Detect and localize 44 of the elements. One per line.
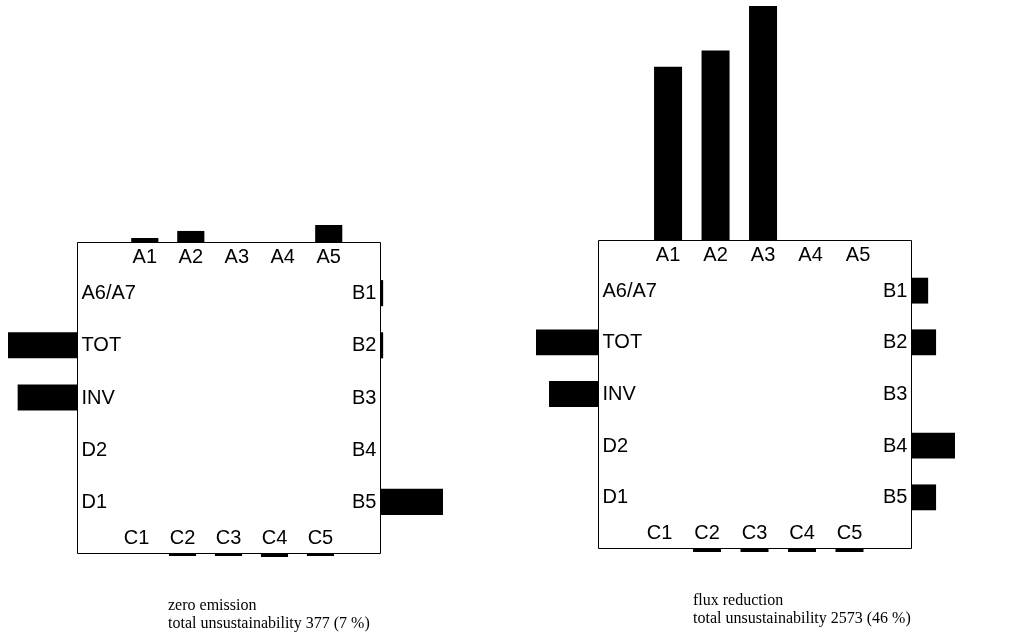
x-tick-label: C5 bbox=[307, 525, 334, 548]
y-tick-label: INV bbox=[602, 382, 637, 404]
x-tick-label: A3 bbox=[224, 244, 250, 267]
x-tick-label: C2 bbox=[169, 525, 196, 548]
y-tick-label: D2 bbox=[81, 437, 108, 460]
y-tick-label: B3 bbox=[883, 382, 908, 404]
x-tick-label: C1 bbox=[646, 520, 673, 543]
y-tick-label: B2 bbox=[352, 333, 377, 356]
y-tick-label: B5 bbox=[883, 485, 908, 508]
x-tick-label: C3 bbox=[741, 520, 768, 543]
y-tick-label: TOT bbox=[602, 330, 643, 353]
y-tick-label: B4 bbox=[883, 433, 908, 456]
y-tick-label: A6/A7 bbox=[81, 281, 136, 304]
y-tick-label: B1 bbox=[883, 278, 908, 301]
y-tick-label: INV bbox=[81, 385, 116, 408]
y-tick-label: B1 bbox=[352, 281, 377, 304]
x-tick-label: C1 bbox=[123, 525, 150, 548]
x-tick-label: C5 bbox=[836, 520, 863, 543]
text: zero emission bbox=[168, 596, 257, 613]
y-tick-label: D2 bbox=[602, 433, 629, 456]
x-tick-label: A3 bbox=[750, 242, 776, 265]
x-tick-label: A2 bbox=[703, 242, 728, 265]
y-tick-label: B2 bbox=[883, 330, 908, 353]
text: flux reduction bbox=[693, 591, 784, 608]
y-tick-label: B3 bbox=[352, 385, 377, 408]
x-tick-label: A4 bbox=[798, 242, 823, 265]
y-tick-label: D1 bbox=[602, 485, 629, 508]
x-tick-label: A5 bbox=[316, 244, 341, 267]
x-tick-label: C2 bbox=[694, 520, 720, 543]
x-tick-label: C3 bbox=[215, 525, 242, 548]
x-tick-label: A1 bbox=[132, 244, 158, 267]
x-tick-label: C4 bbox=[261, 525, 288, 548]
x-tick-label: A1 bbox=[655, 242, 681, 265]
x-tick-label: A2 bbox=[178, 244, 204, 267]
y-tick-label: TOT bbox=[81, 333, 122, 356]
y-tick-label: B5 bbox=[352, 489, 377, 512]
text: total unsustainability 377 (7 %) bbox=[168, 614, 370, 632]
y-tick-label: A6/A7 bbox=[602, 278, 657, 301]
text: total unsustainability 2573 (46 %) bbox=[693, 609, 911, 627]
x-tick-label: A5 bbox=[845, 242, 871, 265]
y-tick-label: B4 bbox=[352, 437, 377, 460]
x-tick-label: C4 bbox=[789, 520, 815, 543]
y-tick-label: D1 bbox=[81, 489, 108, 512]
x-tick-label: A4 bbox=[270, 244, 295, 267]
